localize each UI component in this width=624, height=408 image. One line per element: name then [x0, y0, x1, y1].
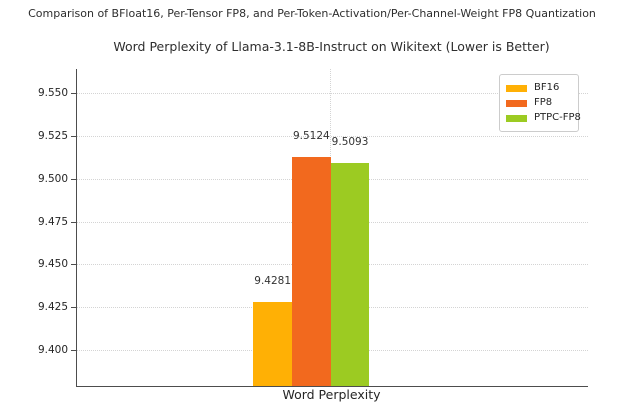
- y-axis-tick-mark: [71, 307, 76, 309]
- legend-item-bf16: BF16: [506, 81, 572, 95]
- y-axis-tick-label: 9.400: [37, 344, 68, 357]
- y-axis-tick-label: 9.550: [37, 86, 68, 99]
- h-gridline: [77, 135, 588, 137]
- y-axis-tick-mark: [71, 350, 76, 352]
- bar-fp8: [292, 157, 331, 386]
- bar-value-label-bf16: 9.4281: [254, 274, 292, 287]
- h-gridline: [77, 92, 588, 94]
- legend-label-ptpc-fp8: PTPC-FP8: [534, 112, 581, 123]
- legend-swatch-ptpc-fp8: [506, 114, 527, 122]
- legend-item-fp8: FP8: [506, 96, 572, 110]
- y-axis-tick-mark: [71, 135, 76, 137]
- y-axis-tick-label: 9.475: [37, 215, 68, 228]
- y-axis-tick-label: 9.450: [37, 258, 68, 271]
- y-axis-tick-label: 9.425: [37, 301, 68, 314]
- legend-item-ptpc-fp8: PTPC-FP8: [506, 111, 581, 125]
- y-axis-tick-label: 9.525: [37, 129, 68, 142]
- plot-area: 9.4281 9.5124 9.5093: [76, 69, 588, 387]
- bar-ptpc-fp8: [330, 162, 370, 386]
- legend-label-bf16: BF16: [534, 82, 560, 93]
- y-axis-tick-mark: [71, 221, 76, 223]
- y-axis-tick-mark: [71, 92, 76, 94]
- legend: BF16 FP8 PTPC-FP8: [499, 74, 581, 132]
- legend-swatch-bf16: [506, 84, 527, 92]
- y-axis-tick-mark: [71, 264, 76, 266]
- legend-label-fp8: FP8: [534, 97, 553, 108]
- bar-value-label-ptpc-fp8: 9.5093: [331, 135, 369, 148]
- figure-suptitle: Comparison of BFloat16, Per-Tensor FP8, …: [28, 7, 596, 20]
- y-axis-tick-label: 9.500: [37, 172, 68, 185]
- legend-swatch-fp8: [506, 99, 527, 107]
- y-axis-tick-mark: [71, 178, 76, 180]
- chart-title: Word Perplexity of Llama-3.1-8B-Instruct…: [113, 39, 550, 54]
- x-tick-label: Word Perplexity: [282, 387, 381, 402]
- bar-value-label-fp8: 9.5124: [292, 130, 330, 143]
- bar-bf16: [253, 301, 292, 386]
